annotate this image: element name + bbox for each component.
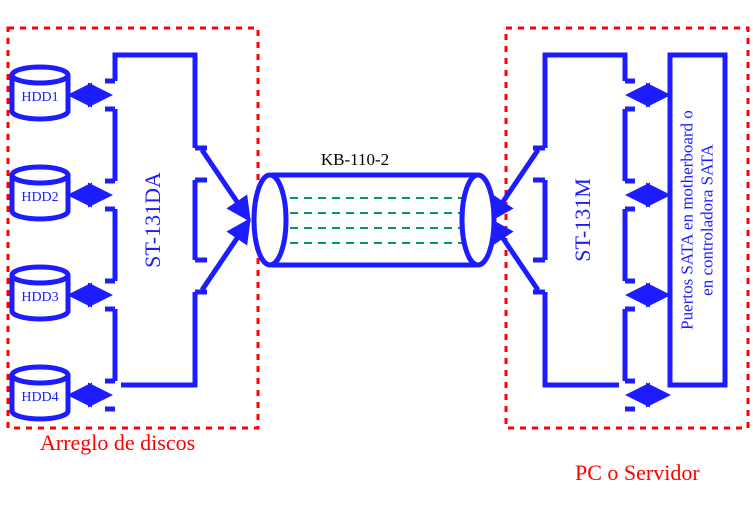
cable-label: KB-110-2 (321, 150, 389, 169)
hdd-label: HDD4 (21, 390, 58, 405)
st131m-in-arrow-bot (492, 222, 538, 290)
st131m-in-arrow-top (492, 150, 538, 218)
cable-end-left (254, 175, 286, 265)
disk-array-label: Arreglo de discos (40, 430, 195, 455)
hdd-top (12, 367, 68, 383)
st131m-label: ST-131M (570, 178, 595, 262)
hdd-top (12, 167, 68, 183)
sata-label-2: en controladora SATA (697, 143, 716, 295)
st131da-label: ST-131DA (140, 172, 165, 268)
cable-end-right (462, 175, 494, 265)
st131da-out-arrow-bot (202, 222, 248, 290)
hdd-label: HDD3 (21, 290, 58, 305)
sata-label-1: Puertos SATA en motherboard o (677, 110, 696, 330)
hdd-label: HDD1 (21, 90, 58, 105)
hdd-top (12, 67, 68, 83)
hdd-top (12, 267, 68, 283)
st131da-out-arrow-top (202, 150, 248, 218)
hdd-label: HDD2 (21, 190, 58, 205)
network-diagram: Arreglo de discos PC o Servidor HDD1 HDD2 HD… (0, 0, 753, 511)
pc-server-label: PC o Servidor (575, 460, 700, 485)
